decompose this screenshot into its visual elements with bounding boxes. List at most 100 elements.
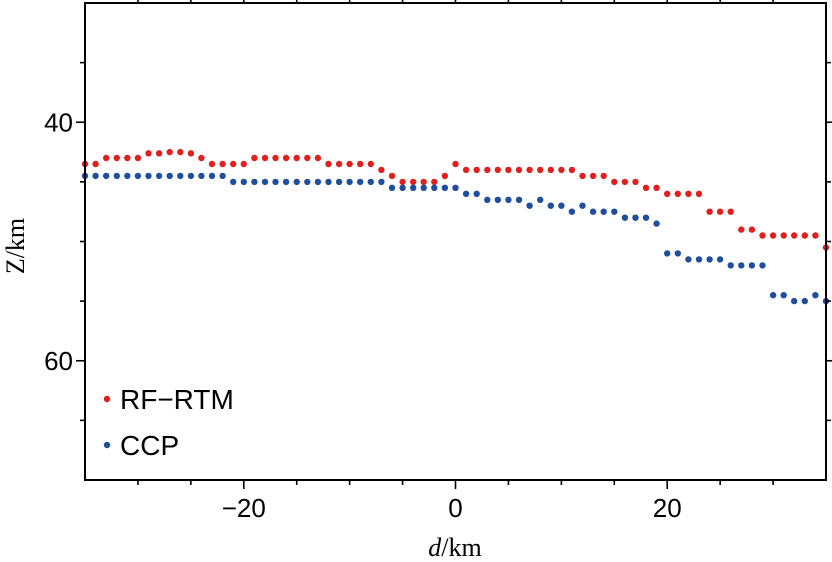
ccp-point bbox=[282, 178, 290, 186]
rf-rtm-point bbox=[304, 154, 311, 162]
ccp-point bbox=[113, 172, 121, 180]
legend-marker-rf-rtm bbox=[103, 395, 111, 403]
ccp-point bbox=[515, 196, 523, 203]
rf-rtm-point bbox=[759, 232, 766, 239]
rf-rtm-point bbox=[346, 160, 353, 168]
rf-rtm-point bbox=[611, 178, 618, 186]
ccp-point bbox=[558, 202, 565, 209]
ccp-point bbox=[664, 250, 671, 257]
ccp-point bbox=[410, 184, 417, 191]
ccp-point bbox=[780, 292, 787, 299]
rf-rtm-point bbox=[780, 232, 787, 239]
rf-rtm-point bbox=[621, 178, 629, 186]
rf-rtm-point bbox=[600, 172, 607, 180]
rf-rtm-point bbox=[515, 166, 523, 174]
ccp-point bbox=[240, 178, 247, 186]
ccp-point bbox=[568, 208, 576, 215]
ccp-point bbox=[124, 172, 131, 180]
ccp-point bbox=[769, 292, 777, 299]
ccp-point bbox=[462, 190, 470, 197]
ccp-point bbox=[526, 202, 533, 209]
ccp-point bbox=[642, 214, 650, 221]
rf-rtm-point bbox=[473, 166, 480, 174]
ccp-point bbox=[579, 202, 586, 209]
ccp-point bbox=[103, 172, 110, 180]
legend: RF−RTM CCP bbox=[103, 384, 234, 461]
rf-rtm-point bbox=[812, 232, 819, 239]
x-tick-label: 0 bbox=[448, 493, 462, 523]
rf-rtm-point bbox=[716, 208, 724, 215]
rf-rtm-point bbox=[187, 150, 195, 157]
rf-rtm-point bbox=[547, 166, 554, 174]
ccp-point bbox=[92, 172, 99, 180]
ccp-point bbox=[187, 172, 195, 180]
rf-rtm-point bbox=[325, 160, 332, 168]
rf-rtm-point bbox=[410, 178, 417, 186]
rf-rtm-point bbox=[282, 154, 290, 162]
rf-rtm-point bbox=[685, 190, 692, 197]
tick-labels: −20 0 20 40 60 bbox=[44, 107, 682, 523]
ccp-point bbox=[378, 178, 385, 186]
rf-rtm-point bbox=[801, 232, 808, 239]
x-axis-unit: /km bbox=[441, 533, 481, 562]
rf-rtm-point bbox=[526, 166, 533, 174]
rf-rtm-point bbox=[251, 154, 258, 162]
ccp-point bbox=[134, 172, 142, 180]
rf-rtm-point bbox=[230, 160, 237, 168]
rf-rtm-point bbox=[388, 172, 396, 180]
rf-rtm-point bbox=[134, 154, 142, 162]
rf-rtm-point bbox=[219, 160, 226, 168]
legend-label-ccp: CCP bbox=[120, 430, 179, 461]
rf-rtm-point bbox=[484, 166, 491, 174]
ccp-point bbox=[748, 262, 756, 269]
ccp-point bbox=[589, 208, 597, 215]
rf-rtm-point bbox=[462, 166, 470, 174]
rf-rtm-point bbox=[642, 184, 650, 191]
ccp-point bbox=[335, 178, 343, 186]
ccp-point bbox=[314, 178, 322, 186]
ccp-point bbox=[367, 178, 374, 186]
ccp-point bbox=[357, 178, 364, 186]
ccp-point bbox=[346, 178, 353, 186]
x-axis-var: d bbox=[428, 533, 442, 562]
rf-rtm-point bbox=[431, 178, 438, 186]
ccp-point bbox=[547, 202, 554, 209]
rf-rtm-point bbox=[198, 154, 205, 162]
ccp-point bbox=[293, 178, 300, 186]
ccp-point bbox=[494, 196, 501, 203]
ccp-point bbox=[791, 297, 798, 305]
x-axis-title: d/km bbox=[428, 533, 481, 562]
rf-rtm-point bbox=[695, 190, 703, 197]
rf-rtm-point bbox=[314, 154, 322, 162]
ccp-point bbox=[759, 262, 766, 269]
ccp-point bbox=[674, 250, 681, 257]
y-axis-title: Z/km bbox=[1, 218, 30, 274]
ccp-point bbox=[695, 256, 703, 263]
axis-ticks bbox=[76, 0, 832, 489]
data-points bbox=[81, 148, 830, 305]
ccp-point bbox=[801, 297, 808, 305]
ccp-point bbox=[727, 262, 734, 269]
rf-rtm-point bbox=[335, 160, 343, 168]
ccp-point bbox=[706, 256, 713, 263]
ccp-point bbox=[685, 256, 692, 263]
ccp-point bbox=[230, 178, 237, 186]
ccp-point bbox=[632, 214, 639, 221]
x-tick-label: −20 bbox=[222, 493, 266, 523]
rf-rtm-point bbox=[568, 166, 576, 174]
ccp-point bbox=[537, 196, 544, 203]
rf-rtm-point bbox=[367, 160, 374, 168]
rf-rtm-point bbox=[261, 154, 269, 162]
x-tick-label: 20 bbox=[653, 493, 682, 523]
rf-rtm-point bbox=[664, 190, 671, 197]
rf-rtm-point bbox=[632, 178, 639, 186]
ccp-point bbox=[431, 184, 438, 191]
rf-rtm-point bbox=[505, 166, 512, 174]
rf-rtm-point bbox=[589, 172, 597, 180]
ccp-point bbox=[505, 196, 512, 203]
rf-rtm-point bbox=[706, 208, 713, 215]
legend-label-rf-rtm: RF−RTM bbox=[120, 384, 234, 415]
ccp-point bbox=[251, 178, 258, 186]
y-tick-label: 60 bbox=[44, 346, 73, 376]
